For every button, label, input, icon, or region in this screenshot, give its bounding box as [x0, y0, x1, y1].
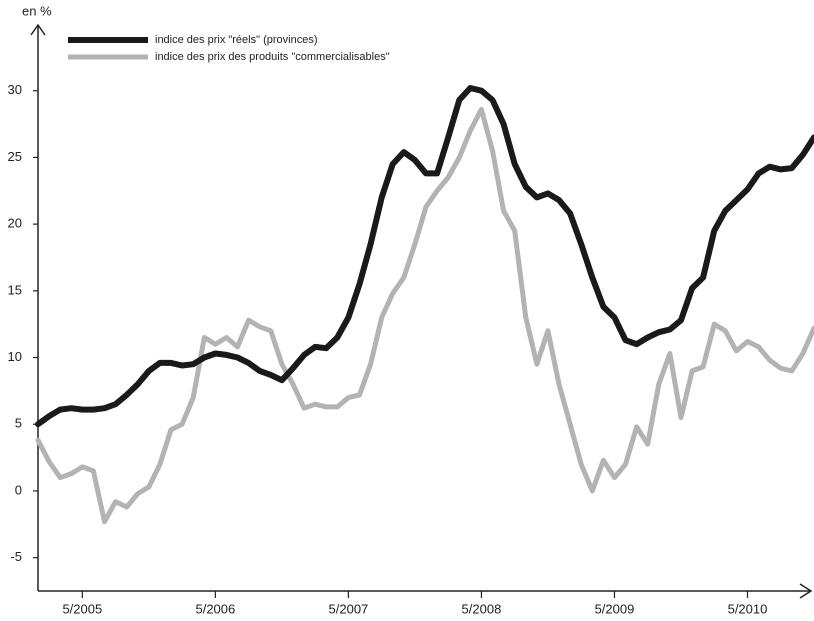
y-tick-label: 5 — [15, 416, 22, 431]
x-tick-label: 5/2005 — [62, 601, 102, 616]
legend-label: indice des prix "réels" (provinces) — [155, 34, 317, 46]
y-axis-arrow — [30, 23, 46, 36]
y-tick-label: 15 — [8, 282, 22, 297]
legend-label: indice des prix des produits "commercial… — [155, 51, 390, 63]
x-tick-label: 5/2009 — [595, 601, 635, 616]
y-tick-label: 25 — [8, 149, 22, 164]
y-tick-label: 0 — [15, 482, 22, 497]
line-series — [35, 85, 814, 428]
y-tick-label: -5 — [10, 549, 22, 564]
x-axis-arrow — [799, 583, 813, 599]
x-tick-label: 5/2010 — [728, 601, 768, 616]
y-tick-label: 10 — [8, 349, 22, 364]
line-series — [35, 106, 814, 525]
x-tick-label: 5/2007 — [329, 601, 369, 616]
x-tick-label: 5/2006 — [195, 601, 235, 616]
y-tick-label: 30 — [8, 82, 22, 97]
x-tick-label: 5/2008 — [462, 601, 502, 616]
y-axis-label: en % — [22, 3, 52, 18]
y-tick-label: 20 — [8, 216, 22, 231]
